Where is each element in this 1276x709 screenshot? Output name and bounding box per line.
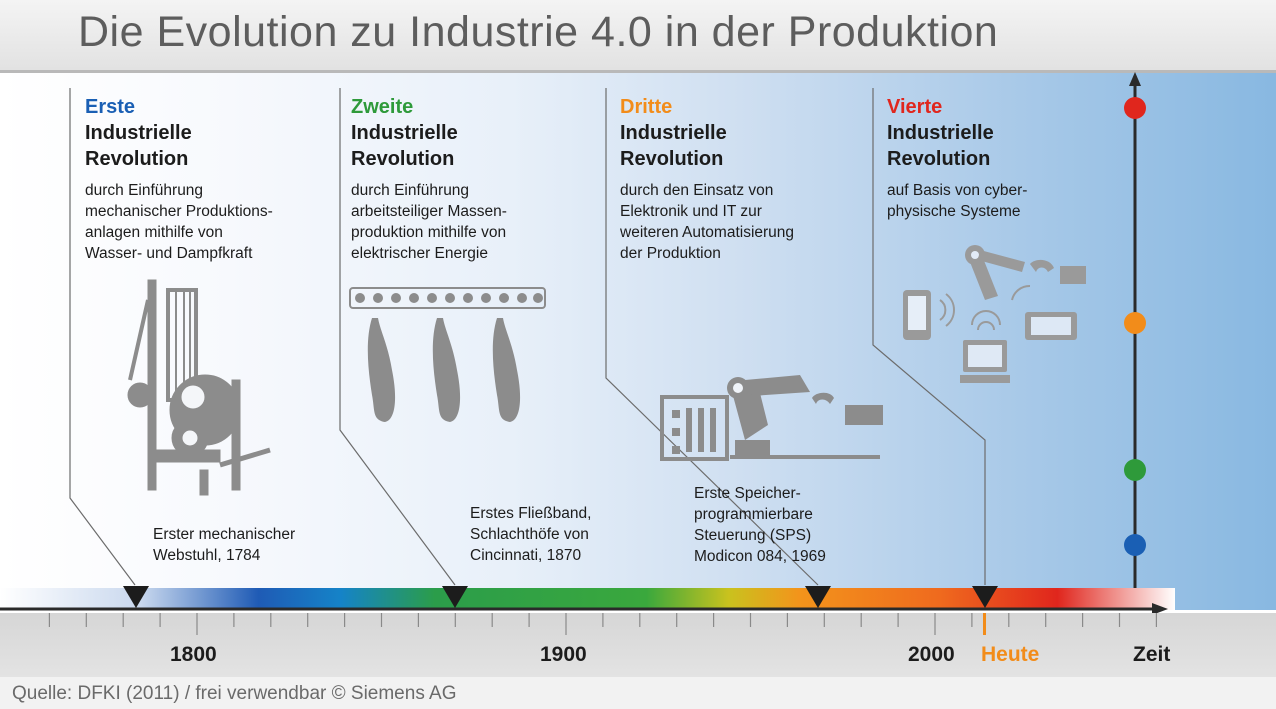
revolution-description: durch Einführung mechanischer Produktion… xyxy=(85,180,335,264)
milestone-line: Webstuhl, 1784 xyxy=(153,547,261,564)
marker-today xyxy=(972,586,998,608)
revolution-fourth: Vierte Industrielle Revolution auf Basis… xyxy=(887,94,1137,222)
description-line: produktion mithilfe von xyxy=(351,224,507,241)
milestone-line: Erstes Fließband, xyxy=(470,505,592,522)
revolution-first: Erste Industrielle Revolution durch Einf… xyxy=(85,94,335,264)
revolution-heading: Industrielle xyxy=(85,122,192,144)
revolution-heading: Industrielle xyxy=(351,122,458,144)
description-line: Wasser- und Dampfkraft xyxy=(85,245,253,262)
dot-third xyxy=(1124,312,1146,334)
year-label-1900: 1900 xyxy=(540,643,587,666)
milestone-label-1784: Erster mechanischer Webstuhl, 1784 xyxy=(153,524,295,566)
milestone-line: Steuerung (SPS) xyxy=(694,527,812,544)
today-label: Heute xyxy=(981,643,1040,666)
milestone-line: Modicon 084, 1969 xyxy=(694,548,826,565)
revolution-description: durch den Einsatz von Elektronik und IT … xyxy=(620,180,870,264)
timeline-bar xyxy=(0,588,1175,610)
vertical-axis xyxy=(1124,72,1146,598)
dot-fourth xyxy=(1124,97,1146,119)
revolution-heading: Revolution xyxy=(620,148,724,170)
milestone-line: Erste Speicher- xyxy=(694,485,801,502)
milestone-markers xyxy=(123,586,998,608)
revolution-ordinal: Erste xyxy=(85,96,136,118)
conveyor-icon xyxy=(349,287,546,422)
description-line: arbeitsteiliger Massen- xyxy=(351,203,507,220)
separator-line-3 xyxy=(605,88,819,586)
axis-label-time: Zeit xyxy=(1133,643,1171,666)
marker-1969 xyxy=(805,586,831,608)
page-title: Die Evolution zu Industrie 4.0 in der Pr… xyxy=(78,8,999,56)
milestone-line: Schlachthöfe von xyxy=(470,526,589,543)
revolution-heading: Industrielle xyxy=(620,122,727,144)
year-ruler xyxy=(0,613,1276,677)
marker-1784 xyxy=(123,586,149,608)
description-line: durch den Einsatz von xyxy=(620,182,774,199)
description-line: durch Einführung xyxy=(85,182,204,199)
description-line: auf Basis von cyber- xyxy=(887,182,1028,199)
separator-line-2 xyxy=(339,88,456,586)
description-line: mechanischer Produktions- xyxy=(85,203,273,220)
revolution-ordinal: Zweite xyxy=(351,96,414,118)
year-label-1800: 1800 xyxy=(170,643,217,666)
milestone-line: Cincinnati, 1870 xyxy=(470,547,582,564)
separator-line-1 xyxy=(69,88,136,586)
today-tick xyxy=(983,613,986,635)
revolution-heading: Revolution xyxy=(351,148,455,170)
time-axis-arrow xyxy=(1152,603,1168,615)
milestone-line: Erster mechanischer xyxy=(153,526,296,543)
carcass-icons xyxy=(367,318,521,422)
panel-separators xyxy=(69,88,986,586)
cyber-physical-icon xyxy=(903,245,1086,383)
revolution-heading: Industrielle xyxy=(887,122,994,144)
description-line: elektrischer Energie xyxy=(351,245,488,262)
year-label-2000: 2000 xyxy=(908,643,955,666)
robot-arm-icon xyxy=(660,375,883,461)
marker-1870 xyxy=(442,586,468,608)
dot-first xyxy=(1124,534,1146,556)
revolution-third: Dritte Industrielle Revolution durch den… xyxy=(620,94,870,264)
milestone-label-1870: Erstes Fließband, Schlachthöfe von Cinci… xyxy=(470,503,591,566)
revolution-description: auf Basis von cyber- physische Systeme xyxy=(887,180,1137,222)
source-credit: Quelle: DFKI (2011) / frei verwendbar © … xyxy=(12,683,457,704)
timeline-background xyxy=(0,73,1276,610)
description-line: Elektronik und IT zur xyxy=(620,203,762,220)
loom-icon xyxy=(127,279,271,496)
revolution-ordinal: Dritte xyxy=(620,96,673,118)
description-line: weiteren Automatisierung xyxy=(620,224,795,241)
revolution-description: durch Einführung arbeitsteiliger Massen-… xyxy=(351,180,601,264)
revolution-heading: Revolution xyxy=(85,148,189,170)
description-line: physische Systeme xyxy=(887,203,1021,220)
revolution-heading: Revolution xyxy=(887,148,991,170)
dot-second xyxy=(1124,459,1146,481)
revolution-second: Zweite Industrielle Revolution durch Ein… xyxy=(351,94,601,264)
milestone-line: programmierbare xyxy=(694,506,813,523)
title-bar: Die Evolution zu Industrie 4.0 in der Pr… xyxy=(0,0,1276,73)
footer xyxy=(0,677,1276,709)
milestone-label-1969: Erste Speicher- programmierbare Steuerun… xyxy=(694,483,826,567)
description-line: anlagen mithilfe von xyxy=(85,224,223,241)
description-line: der Produktion xyxy=(620,245,721,262)
separator-line-4 xyxy=(872,88,986,585)
description-line: durch Einführung xyxy=(351,182,470,199)
revolution-ordinal: Vierte xyxy=(887,96,943,118)
ruler-ticks xyxy=(48,613,1158,635)
